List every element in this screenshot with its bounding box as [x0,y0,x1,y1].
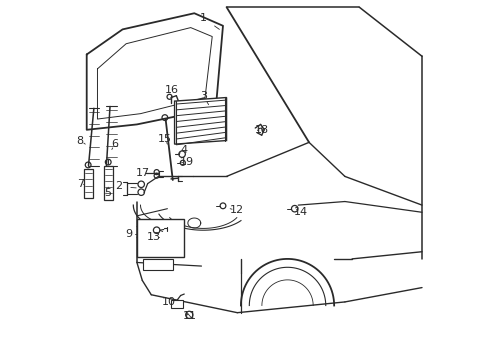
Text: 11: 11 [183,311,197,321]
Text: 9: 9 [125,229,132,239]
Bar [171,300,183,308]
Text: 17: 17 [136,168,150,178]
Text: 7: 7 [77,179,83,189]
Bar [137,219,183,257]
Text: 4: 4 [180,144,187,154]
Text: 18: 18 [254,125,268,135]
Text: 15: 15 [158,134,172,144]
Text: 2: 2 [115,181,122,192]
Text: 8: 8 [77,136,83,145]
Text: 6: 6 [111,139,118,149]
Text: 5: 5 [104,188,111,198]
Text: 3: 3 [200,91,206,101]
Text: 14: 14 [293,207,307,217]
Text: 1: 1 [200,13,206,23]
Bar [83,169,93,198]
Bar [104,166,113,200]
Text: 12: 12 [229,206,243,216]
Bar [143,259,172,270]
Text: 13: 13 [147,232,161,242]
Text: 19: 19 [179,157,193,167]
Polygon shape [174,98,226,144]
Text: 16: 16 [165,85,179,95]
Text: 10: 10 [162,297,176,307]
